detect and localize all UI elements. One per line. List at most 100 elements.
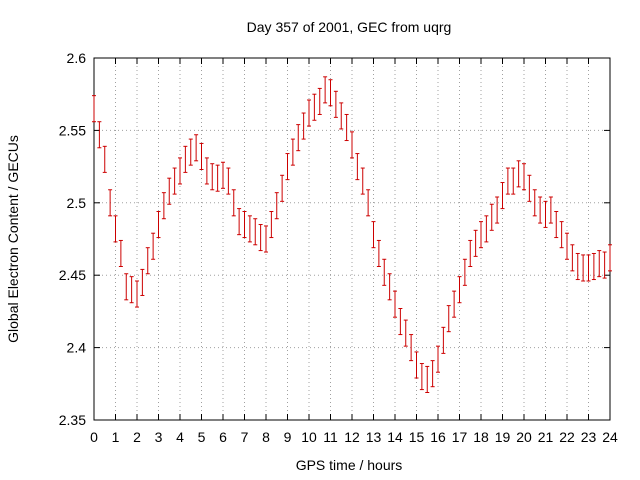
y-tick-label: 2.5	[67, 195, 87, 211]
data-point	[156, 210, 161, 239]
data-point	[221, 161, 225, 189]
data-point	[140, 268, 145, 296]
y-tick-label: 2.55	[59, 122, 86, 138]
x-tick-label: 16	[430, 429, 446, 445]
data-point	[210, 163, 215, 191]
data-point	[565, 232, 569, 260]
data-point	[436, 345, 440, 373]
x-tick-label: 9	[284, 429, 292, 445]
data-point	[312, 93, 317, 121]
data-point	[522, 163, 526, 191]
data-point	[307, 99, 311, 127]
data-point	[500, 182, 505, 210]
data-point	[457, 276, 462, 304]
x-tick-label: 1	[112, 429, 120, 445]
data-point	[554, 210, 559, 239]
data-point	[608, 244, 612, 272]
y-tick-label: 2.4	[67, 340, 87, 356]
data-point	[419, 363, 424, 391]
data-point	[586, 254, 591, 282]
data-point	[430, 360, 435, 388]
data-point	[532, 189, 537, 217]
data-point	[548, 196, 553, 224]
data-point	[393, 290, 397, 318]
data-point	[253, 218, 258, 246]
data-point	[339, 102, 344, 130]
data-point	[274, 192, 279, 220]
data-point	[290, 138, 295, 166]
data-point	[543, 200, 548, 228]
data-point	[538, 196, 543, 224]
x-tick-label: 23	[581, 429, 597, 445]
data-point	[135, 280, 139, 308]
x-tick-label: 19	[495, 429, 511, 445]
data-point	[591, 252, 596, 281]
data-point	[479, 221, 483, 249]
data-point	[247, 215, 252, 243]
data-point	[237, 208, 242, 236]
data-point	[317, 87, 322, 115]
data-point	[161, 192, 166, 220]
data-point	[511, 167, 516, 195]
data-point	[398, 308, 403, 336]
x-tick-label: 22	[559, 429, 575, 445]
data-point	[194, 134, 199, 162]
data-point	[360, 167, 365, 195]
data-point	[468, 239, 473, 268]
data-point	[597, 250, 602, 278]
data-point	[473, 229, 478, 257]
data-point	[129, 276, 134, 304]
data-point	[409, 334, 414, 362]
data-point	[285, 153, 290, 181]
data-point	[333, 90, 338, 118]
grid-lines	[94, 58, 610, 420]
data-point	[371, 221, 376, 249]
x-tick-labels: 0 1 2 3 4 5 6 7 8 9 10 11 12 13 14 15 16 17 18 19 20 21 22 23 24	[90, 429, 618, 445]
x-tick-label: 12	[344, 429, 360, 445]
data-point	[323, 76, 328, 104]
data-point	[403, 319, 408, 347]
data-point	[376, 239, 381, 268]
data-point	[344, 113, 349, 142]
data-point	[425, 365, 430, 393]
data-point	[441, 326, 446, 354]
data-point	[199, 142, 204, 170]
data-point	[328, 79, 333, 107]
x-tick-label: 13	[366, 429, 382, 445]
data-point	[387, 273, 392, 301]
data-point	[452, 290, 457, 318]
data-point	[108, 189, 113, 217]
data-point	[489, 203, 494, 231]
data-point	[113, 215, 118, 243]
x-tick-label: 2	[133, 429, 141, 445]
x-tick-label: 6	[219, 429, 227, 445]
axis-ticks	[93, 57, 611, 421]
x-tick-label: 21	[538, 429, 554, 445]
data-point	[570, 244, 575, 272]
data-point	[446, 305, 451, 333]
data-point	[264, 225, 268, 253]
x-tick-label: 7	[241, 429, 249, 445]
x-tick-label: 4	[176, 429, 184, 445]
data-point	[258, 224, 263, 252]
data-point	[516, 160, 521, 188]
x-axis-label: GPS time / hours	[296, 457, 403, 473]
data-point	[204, 157, 209, 185]
data-point	[296, 124, 301, 152]
data-point	[355, 153, 360, 181]
data-point	[226, 167, 231, 195]
x-tick-label: 24	[602, 429, 618, 445]
x-tick-label: 10	[301, 429, 317, 445]
data-point	[505, 167, 510, 195]
data-point	[301, 112, 306, 140]
data-point	[124, 273, 129, 301]
x-tick-label: 20	[516, 429, 532, 445]
data-point	[527, 174, 532, 202]
data-point	[382, 258, 387, 286]
data-point	[414, 351, 419, 379]
y-tick-label: 2.35	[59, 412, 86, 428]
data-point	[350, 131, 354, 159]
x-tick-label: 5	[198, 429, 206, 445]
x-tick-label: 8	[262, 429, 270, 445]
